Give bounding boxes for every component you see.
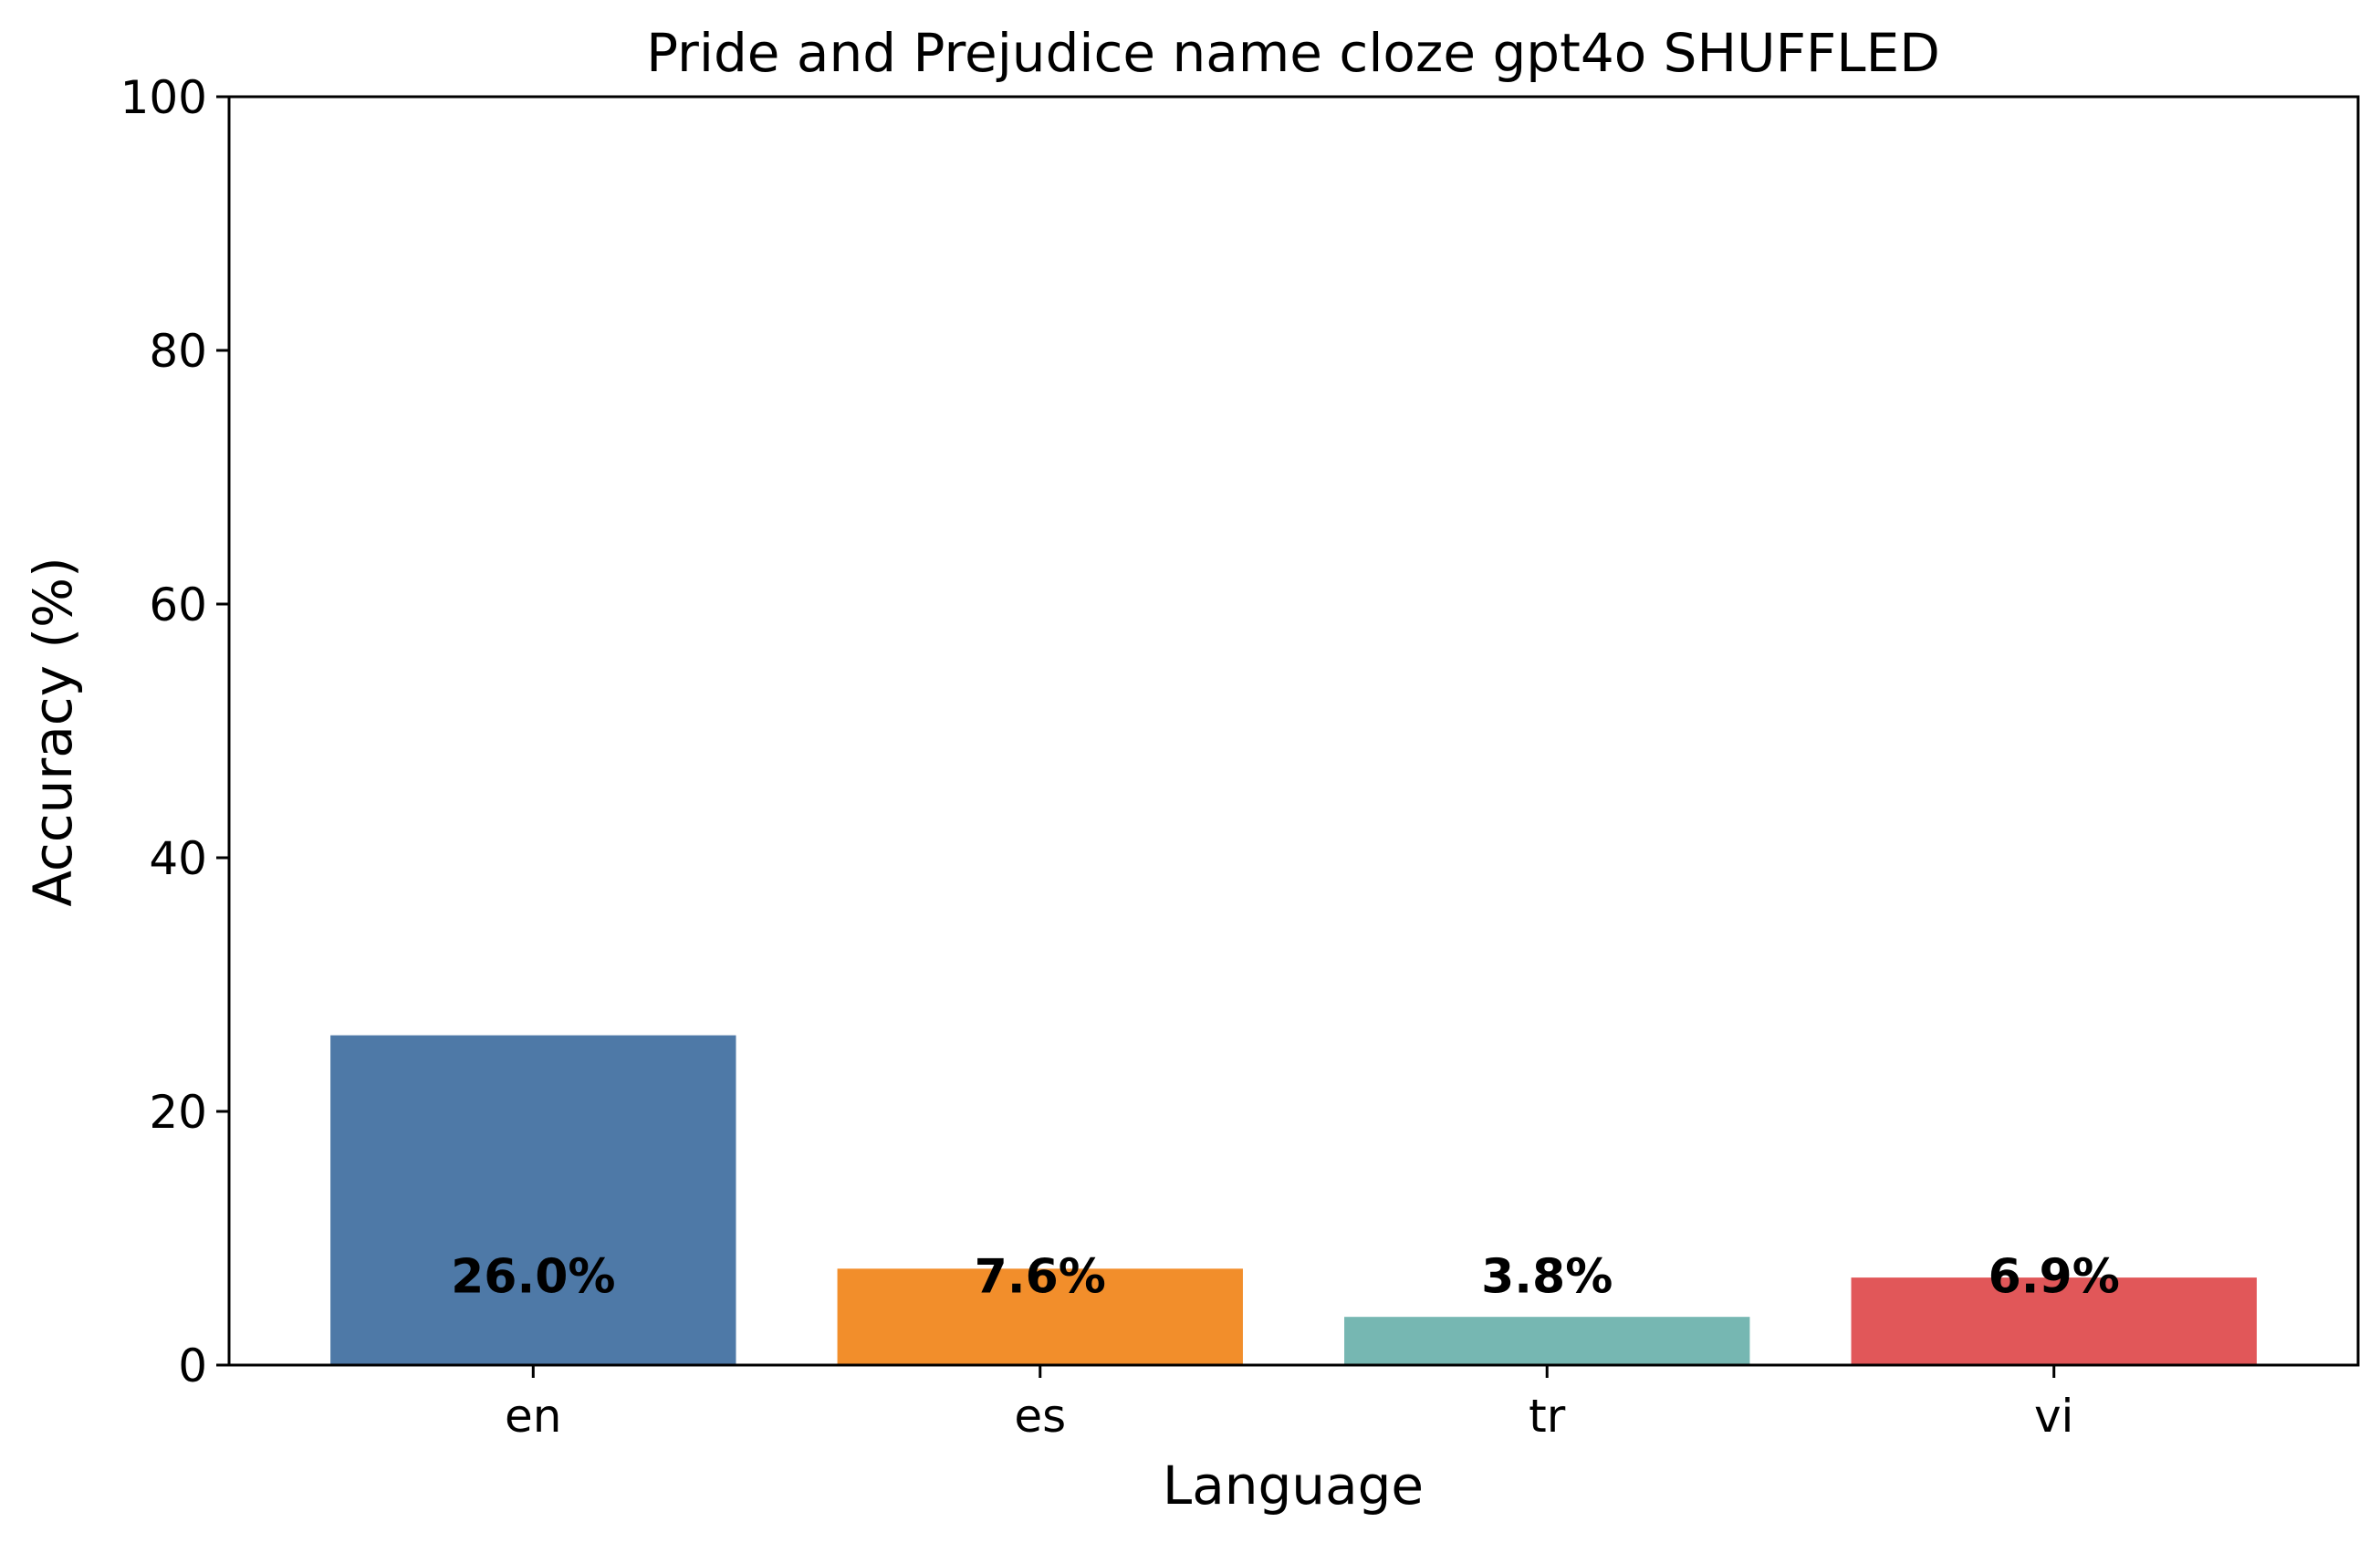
bar-es — [837, 1268, 1243, 1365]
x-tick-label-es: es — [1014, 1390, 1066, 1443]
bar-vi — [1851, 1277, 2257, 1365]
x-tick-label-tr: tr — [1529, 1390, 1566, 1443]
plot-frame — [227, 95, 2360, 1367]
data-label-tr: 3.8% — [1481, 1250, 1613, 1305]
y-tick-label-80: 80 — [149, 325, 207, 378]
x-tick-label-vi: vi — [2034, 1390, 2073, 1443]
data-labels-group: 26.0% 7.6% 3.8% 6.9% — [451, 1250, 2120, 1305]
x-axis-ticks: en es tr vi — [505, 1365, 2073, 1443]
chart-title: Pride and Prejudice name cloze gpt4o SHU… — [646, 22, 1940, 84]
y-tick-label-60: 60 — [149, 579, 207, 631]
y-axis-label: Accuracy (%) — [22, 557, 84, 907]
y-tick-label-20: 20 — [149, 1086, 207, 1139]
y-tick-label-100: 100 — [120, 71, 207, 124]
data-label-en: 26.0% — [451, 1250, 615, 1305]
data-label-vi: 6.9% — [1989, 1250, 2120, 1305]
bar-tr — [1344, 1317, 1750, 1365]
y-tick-label-0: 0 — [178, 1340, 207, 1392]
x-axis-label: Language — [1163, 1454, 1424, 1517]
bars-group — [330, 1035, 2257, 1365]
y-axis-ticks: 0 20 40 60 80 100 — [120, 71, 229, 1392]
bar-en — [330, 1035, 736, 1365]
y-tick-label-40: 40 — [149, 832, 207, 885]
x-tick-label-en: en — [505, 1390, 561, 1443]
data-label-es: 7.6% — [975, 1250, 1106, 1305]
